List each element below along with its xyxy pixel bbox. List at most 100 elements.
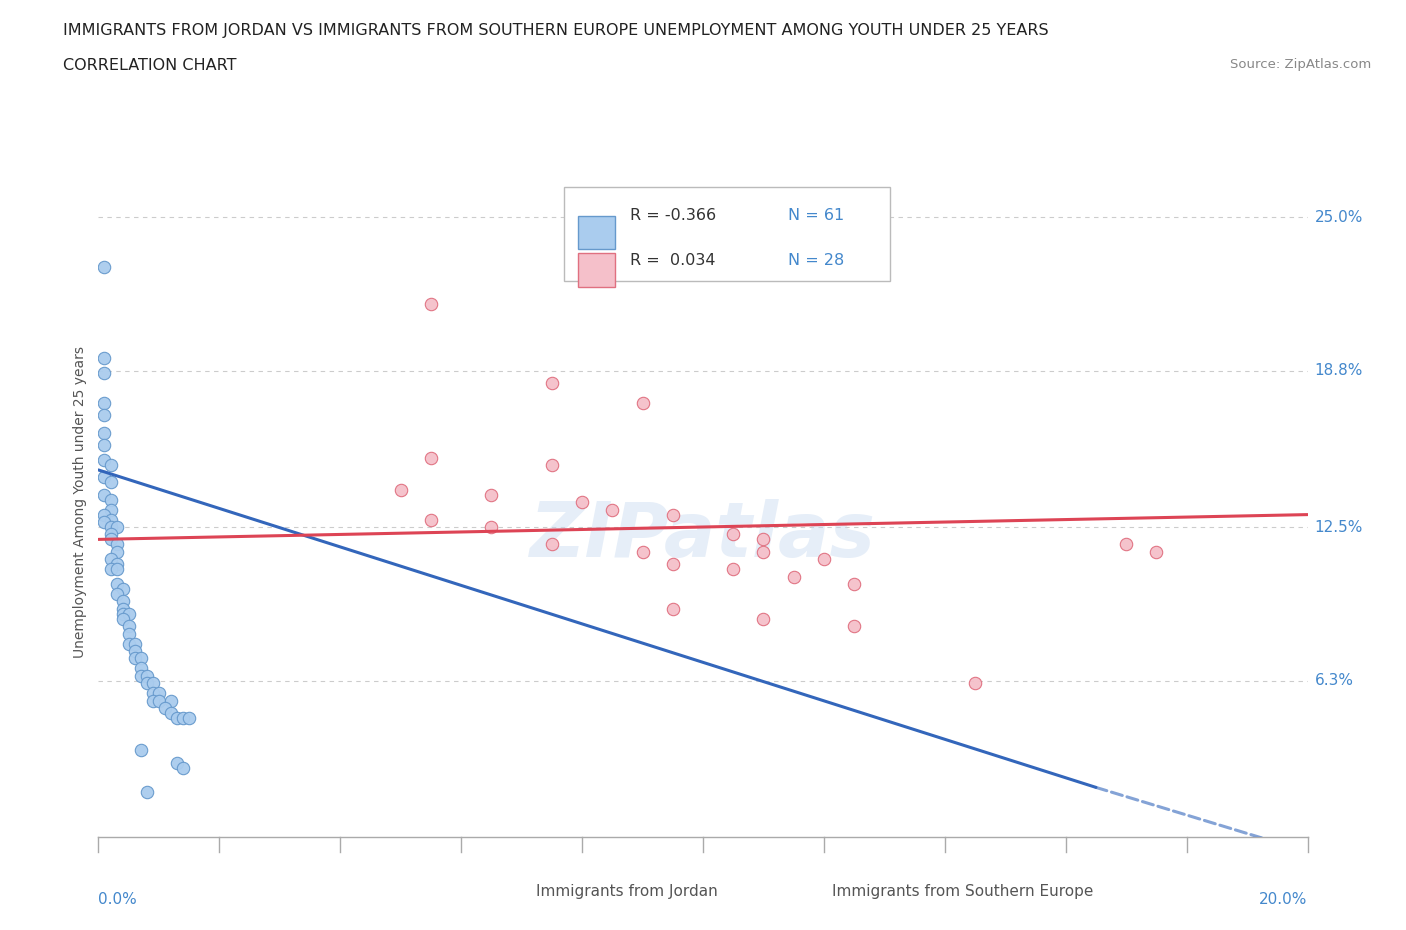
Text: 6.3%: 6.3% bbox=[1315, 673, 1354, 688]
Point bbox=[135, 785, 157, 800]
Point bbox=[148, 685, 170, 700]
FancyBboxPatch shape bbox=[564, 188, 890, 281]
Point bbox=[782, 569, 804, 584]
Point bbox=[389, 483, 412, 498]
Point bbox=[419, 512, 441, 527]
Point bbox=[93, 470, 115, 485]
Point bbox=[844, 618, 866, 633]
Point bbox=[129, 651, 152, 666]
Point bbox=[148, 693, 170, 708]
Point bbox=[135, 669, 157, 684]
Point bbox=[105, 562, 128, 577]
Point bbox=[124, 651, 146, 666]
Text: Source: ZipAtlas.com: Source: ZipAtlas.com bbox=[1230, 58, 1371, 71]
Point bbox=[813, 551, 835, 566]
Point bbox=[142, 685, 165, 700]
Point bbox=[752, 532, 775, 547]
Bar bbox=[498, 886, 524, 901]
Point bbox=[419, 450, 441, 465]
Point bbox=[166, 711, 188, 725]
Point bbox=[118, 626, 141, 641]
Point bbox=[93, 425, 115, 440]
Point bbox=[129, 669, 152, 684]
Point bbox=[142, 693, 165, 708]
Point bbox=[631, 544, 654, 559]
Point bbox=[540, 537, 562, 551]
Point bbox=[177, 711, 201, 725]
Point bbox=[105, 520, 128, 535]
Point bbox=[124, 636, 146, 651]
Text: CORRELATION CHART: CORRELATION CHART bbox=[63, 58, 236, 73]
Point bbox=[571, 495, 593, 510]
Point bbox=[481, 487, 503, 502]
Point bbox=[93, 507, 115, 522]
Point bbox=[105, 544, 128, 559]
Point bbox=[419, 297, 441, 312]
Point bbox=[100, 458, 122, 472]
Point bbox=[93, 453, 115, 468]
Point bbox=[93, 351, 115, 365]
Text: Immigrants from Jordan: Immigrants from Jordan bbox=[536, 884, 718, 899]
Point bbox=[172, 711, 194, 725]
Point bbox=[1115, 537, 1137, 551]
Point bbox=[105, 577, 128, 591]
Point bbox=[111, 581, 134, 596]
Point bbox=[129, 743, 152, 758]
Point bbox=[721, 562, 744, 577]
Point bbox=[93, 487, 115, 502]
Point bbox=[172, 760, 194, 775]
Point bbox=[100, 475, 122, 490]
Point bbox=[105, 537, 128, 551]
Point bbox=[100, 532, 122, 547]
Point bbox=[100, 562, 122, 577]
Point bbox=[118, 636, 141, 651]
Text: R = -0.366: R = -0.366 bbox=[630, 208, 717, 223]
Point bbox=[661, 507, 683, 522]
Point bbox=[93, 438, 115, 453]
Point bbox=[721, 527, 744, 542]
Point bbox=[111, 594, 134, 609]
Text: R =  0.034: R = 0.034 bbox=[630, 253, 716, 268]
Point bbox=[752, 544, 775, 559]
Point bbox=[100, 502, 122, 517]
Text: 18.8%: 18.8% bbox=[1315, 364, 1362, 379]
Point bbox=[111, 606, 134, 621]
Point bbox=[540, 376, 562, 391]
Point bbox=[661, 602, 683, 617]
Point bbox=[93, 395, 115, 410]
Point bbox=[160, 693, 183, 708]
Point bbox=[142, 676, 165, 691]
Text: 0.0%: 0.0% bbox=[98, 892, 138, 907]
Text: Immigrants from Southern Europe: Immigrants from Southern Europe bbox=[832, 884, 1094, 899]
Point bbox=[93, 408, 115, 423]
Text: N = 28: N = 28 bbox=[787, 253, 844, 268]
Point bbox=[166, 755, 188, 770]
Point bbox=[111, 611, 134, 626]
Text: N = 61: N = 61 bbox=[787, 208, 844, 223]
Point bbox=[100, 551, 122, 566]
Y-axis label: Unemployment Among Youth under 25 years: Unemployment Among Youth under 25 years bbox=[73, 346, 87, 658]
Point bbox=[93, 514, 115, 529]
Point bbox=[540, 458, 562, 472]
Text: 25.0%: 25.0% bbox=[1315, 209, 1362, 224]
Point bbox=[118, 606, 141, 621]
Bar bbox=[578, 216, 614, 249]
Point bbox=[153, 700, 176, 715]
Point bbox=[111, 602, 134, 617]
Point bbox=[118, 618, 141, 633]
Bar bbox=[793, 886, 820, 901]
Point bbox=[100, 520, 122, 535]
Point bbox=[100, 492, 122, 507]
Point bbox=[752, 611, 775, 626]
Point bbox=[160, 706, 183, 721]
Text: 12.5%: 12.5% bbox=[1315, 520, 1362, 535]
Point bbox=[100, 512, 122, 527]
Point bbox=[631, 395, 654, 410]
Point bbox=[1144, 544, 1167, 559]
Point bbox=[124, 644, 146, 658]
Point bbox=[93, 365, 115, 380]
Text: ZIPatlas: ZIPatlas bbox=[530, 498, 876, 573]
Text: 20.0%: 20.0% bbox=[1260, 892, 1308, 907]
Point bbox=[135, 676, 157, 691]
Point bbox=[481, 520, 503, 535]
